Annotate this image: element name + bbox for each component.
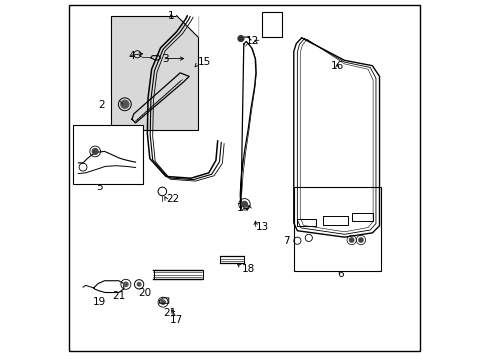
Circle shape	[160, 299, 165, 305]
Circle shape	[136, 282, 142, 287]
Circle shape	[123, 282, 128, 287]
Text: 20: 20	[138, 288, 151, 297]
Text: 11: 11	[263, 14, 276, 23]
Text: 12: 12	[245, 36, 258, 46]
Text: 2: 2	[98, 100, 105, 110]
Circle shape	[237, 35, 244, 42]
Text: 18: 18	[241, 264, 254, 274]
Circle shape	[91, 148, 99, 155]
Text: 17: 17	[170, 315, 183, 325]
Text: 7: 7	[76, 159, 82, 169]
Text: 6: 6	[337, 269, 344, 279]
Text: 8: 8	[98, 139, 104, 149]
Text: 19: 19	[93, 297, 106, 307]
Text: 7: 7	[283, 236, 289, 246]
Circle shape	[348, 237, 354, 243]
Text: 1: 1	[167, 12, 174, 21]
Text: 9: 9	[354, 237, 361, 247]
Bar	[293, 187, 381, 271]
Bar	[261, 12, 282, 37]
Text: 16: 16	[330, 62, 343, 71]
Text: 10: 10	[360, 203, 373, 213]
Circle shape	[357, 237, 363, 243]
Text: 15: 15	[197, 57, 210, 67]
Bar	[73, 125, 142, 184]
Text: 14: 14	[236, 203, 249, 213]
Bar	[110, 16, 198, 130]
Circle shape	[120, 100, 129, 109]
Text: 21: 21	[163, 308, 177, 318]
Text: 21: 21	[112, 291, 125, 301]
Circle shape	[241, 201, 247, 208]
Polygon shape	[176, 16, 198, 37]
Text: 22: 22	[166, 194, 180, 203]
Text: 4: 4	[128, 51, 135, 61]
Text: 5: 5	[96, 182, 103, 192]
Text: 3: 3	[162, 54, 169, 64]
Text: 13: 13	[255, 222, 268, 232]
